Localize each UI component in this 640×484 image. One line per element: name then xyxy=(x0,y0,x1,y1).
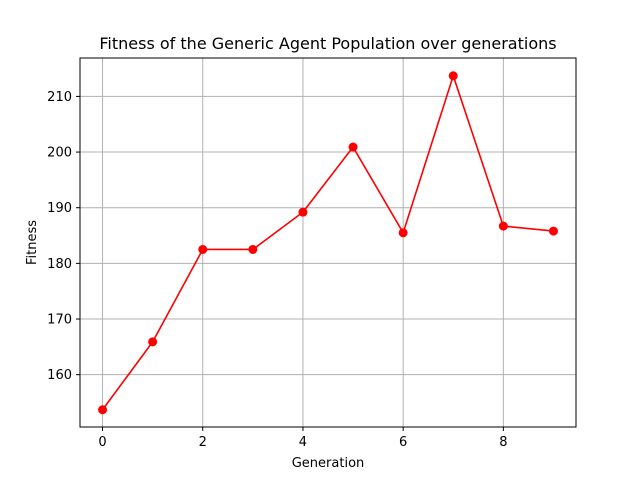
data-point xyxy=(499,222,507,230)
y-tick-label: 190 xyxy=(47,201,72,216)
y-tick-label: 160 xyxy=(47,368,72,383)
y-axis-label: Fitness xyxy=(25,220,40,265)
y-tick-label: 200 xyxy=(47,146,72,161)
y-tick-label: 210 xyxy=(47,90,72,105)
chart-title: Fitness of the Generic Agent Population … xyxy=(99,34,556,53)
x-tick-label: 6 xyxy=(399,435,407,450)
data-point xyxy=(299,208,307,216)
x-tick-label: 0 xyxy=(98,435,106,450)
data-point xyxy=(549,227,557,235)
data-point xyxy=(349,143,357,151)
data-point xyxy=(99,406,107,414)
data-point xyxy=(249,245,257,253)
y-tick-label: 170 xyxy=(47,313,72,328)
data-point xyxy=(399,229,407,237)
data-point xyxy=(449,72,457,80)
x-tick-label: 2 xyxy=(199,435,207,450)
y-tick-label: 180 xyxy=(47,257,72,272)
x-axis-label: Generation xyxy=(292,456,365,471)
data-point xyxy=(149,338,157,346)
x-tick-label: 4 xyxy=(299,435,307,450)
data-point xyxy=(199,245,207,253)
x-tick-label: 8 xyxy=(499,435,507,450)
